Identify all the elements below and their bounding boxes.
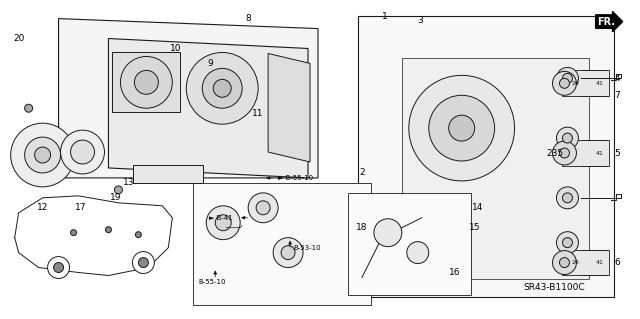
Bar [193, 183, 371, 305]
Circle shape [25, 104, 33, 112]
Bar [563, 249, 609, 276]
Text: SR43-B1100C: SR43-B1100C [524, 283, 586, 292]
Circle shape [202, 68, 242, 108]
Text: ► B-55-10: ► B-55-10 [278, 175, 313, 181]
Circle shape [120, 56, 172, 108]
Circle shape [186, 52, 258, 124]
Circle shape [563, 193, 572, 203]
Bar [563, 70, 609, 96]
Text: 17: 17 [75, 203, 86, 212]
Text: 19: 19 [109, 193, 121, 202]
Text: 14: 14 [472, 203, 483, 212]
Text: 1: 1 [382, 12, 388, 21]
Circle shape [134, 70, 158, 94]
Text: B-53-10: B-53-10 [293, 245, 321, 251]
Bar [563, 140, 609, 166]
Circle shape [557, 187, 579, 209]
Text: 16: 16 [449, 268, 460, 277]
Circle shape [429, 95, 495, 161]
Text: ► B-41: ► B-41 [209, 215, 233, 221]
Circle shape [47, 256, 70, 278]
Circle shape [552, 251, 577, 274]
Circle shape [136, 232, 141, 238]
Text: B-55-10: B-55-10 [198, 279, 226, 286]
Circle shape [206, 206, 240, 240]
Circle shape [557, 232, 579, 254]
Text: 12: 12 [37, 203, 48, 212]
Circle shape [374, 219, 402, 247]
Circle shape [449, 115, 475, 141]
Circle shape [552, 71, 577, 95]
Text: 5: 5 [614, 149, 620, 158]
Text: 235: 235 [546, 149, 563, 158]
Text: 20: 20 [13, 34, 24, 43]
Circle shape [213, 79, 231, 97]
Circle shape [35, 147, 51, 163]
Circle shape [407, 241, 429, 263]
Text: 11: 11 [252, 109, 264, 118]
Circle shape [138, 257, 148, 268]
Circle shape [559, 257, 570, 268]
Polygon shape [108, 39, 308, 178]
Text: 2: 2 [359, 168, 365, 177]
Text: 15: 15 [469, 223, 481, 232]
Text: 6: 6 [614, 258, 620, 267]
Circle shape [61, 130, 104, 174]
Circle shape [70, 140, 95, 164]
Circle shape [11, 123, 74, 187]
Text: 18: 18 [356, 223, 367, 232]
Bar [402, 58, 589, 279]
Circle shape [409, 75, 515, 181]
Text: 26: 26 [572, 81, 579, 86]
Text: 10: 10 [170, 44, 181, 53]
Circle shape [106, 227, 111, 233]
Circle shape [563, 238, 572, 248]
Text: 26: 26 [572, 260, 579, 265]
Bar [348, 193, 470, 295]
Circle shape [273, 238, 303, 268]
Circle shape [256, 201, 270, 215]
Polygon shape [59, 19, 318, 178]
Circle shape [557, 127, 579, 149]
Circle shape [559, 78, 570, 88]
Text: 13: 13 [123, 178, 134, 187]
Text: 41: 41 [595, 151, 604, 156]
Circle shape [557, 67, 579, 89]
Bar [113, 52, 180, 112]
Bar [133, 165, 204, 183]
Circle shape [281, 246, 295, 260]
Text: FR.: FR. [597, 17, 616, 26]
Circle shape [563, 133, 572, 143]
Circle shape [25, 137, 61, 173]
Circle shape [215, 215, 231, 231]
Circle shape [552, 141, 577, 165]
Circle shape [132, 252, 154, 273]
Circle shape [54, 263, 63, 272]
Text: 3: 3 [417, 16, 422, 25]
Polygon shape [358, 16, 614, 297]
Circle shape [563, 73, 572, 83]
Text: 9: 9 [207, 59, 213, 68]
Text: 41: 41 [595, 260, 604, 265]
Text: 41: 41 [595, 81, 604, 86]
Polygon shape [268, 54, 310, 162]
Circle shape [248, 193, 278, 223]
Text: 4: 4 [614, 74, 620, 83]
Text: 7: 7 [614, 91, 620, 100]
Circle shape [70, 230, 77, 236]
Circle shape [559, 148, 570, 158]
Circle shape [115, 186, 122, 194]
Text: 8: 8 [245, 14, 251, 23]
